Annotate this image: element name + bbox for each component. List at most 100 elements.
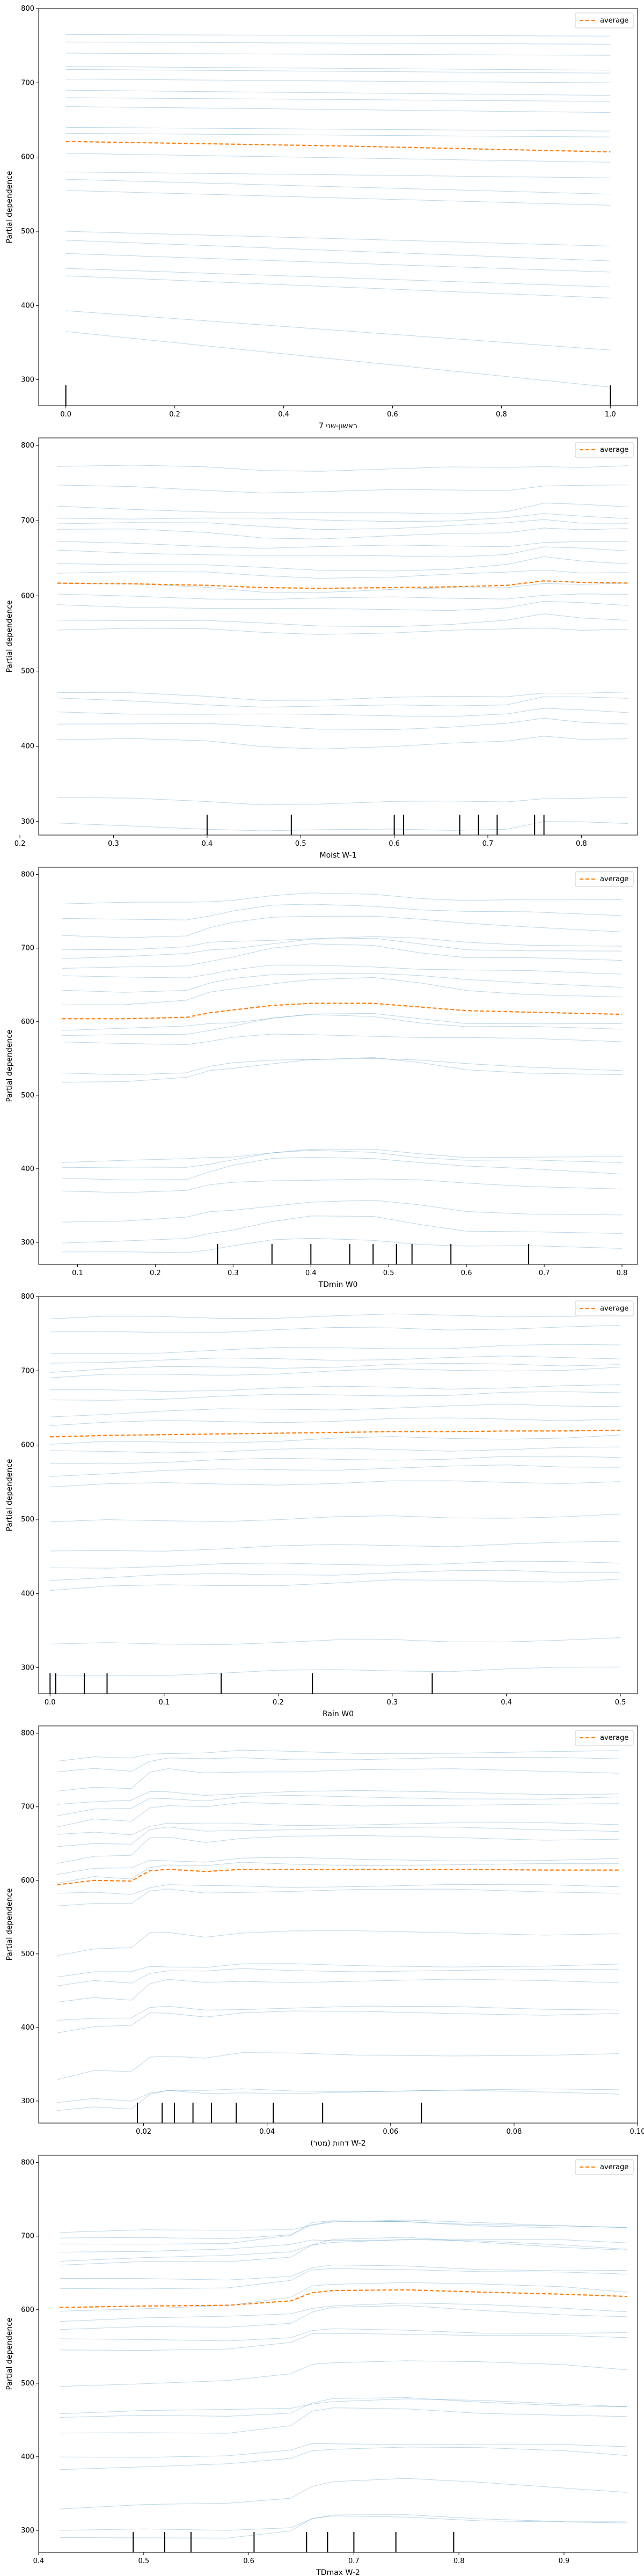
ice-line-5: [57, 519, 628, 530]
ice-line-22: [57, 821, 628, 831]
ice-line-21: [62, 1238, 623, 1253]
ice-line-9: [57, 1835, 619, 1864]
ice-line-19: [60, 2447, 627, 2470]
ice-line-6: [60, 2237, 627, 2266]
plot-area: [60, 2220, 627, 2552]
ice-line-3: [57, 503, 628, 515]
ice-line-10: [62, 1013, 623, 1031]
ice-line-4: [57, 513, 628, 522]
x-tick-label: 0.5: [383, 1269, 394, 1277]
y-tick-label: 300: [21, 376, 34, 384]
x-tick-label: 0.04: [259, 2128, 275, 2136]
axes-frame: [38, 867, 638, 1265]
ice-line-19: [57, 2010, 619, 2033]
y-tick-label: 400: [21, 743, 34, 751]
ice-line-12: [65, 153, 611, 163]
x-tick-label: 0.6: [243, 2557, 254, 2565]
pdp-panel-1: 0.0 0.2 0.4 0.6 0.8 1.0 300 400 500 600 700 800 ראשו…: [5, 5, 638, 430]
y-tick-label: 500: [21, 1950, 34, 1958]
x-tick-label: 0.4: [202, 840, 213, 848]
ice-line-22: [65, 331, 611, 387]
ice-line-16: [50, 1513, 621, 1523]
average-line: [65, 141, 611, 153]
legend: average: [575, 442, 634, 458]
ice-line-3: [57, 1768, 619, 1792]
y-tick-label: 500: [21, 228, 34, 236]
x-tick-label: 0.2: [273, 1699, 284, 1707]
ice-line-5: [50, 1363, 621, 1373]
ice-line-21: [57, 2088, 619, 2103]
ice-line-19: [62, 1199, 623, 1223]
legend: average: [575, 1300, 634, 1316]
y-axis-label: Partial dependence: [5, 1459, 14, 1531]
ice-line-1: [65, 34, 611, 36]
ice-line-2: [65, 41, 611, 45]
legend-box: [575, 12, 634, 28]
ice-line-1: [50, 1313, 621, 1319]
ice-line-7: [57, 541, 628, 549]
ice-line-20: [62, 1216, 623, 1243]
y-tick-label: 400: [21, 2453, 34, 2461]
legend-label: average: [600, 2163, 628, 2171]
axes-frame: [38, 2155, 638, 2553]
ice-line-11: [50, 1435, 621, 1445]
y-tick-label: 700: [21, 2233, 34, 2241]
ice-line-18: [57, 708, 628, 717]
ice-line-14: [62, 1057, 623, 1083]
ice-line-10: [65, 127, 611, 131]
y-tick-label: 600: [21, 153, 34, 162]
x-tick-label: 0.7: [482, 840, 494, 848]
x-tick-label: 0.9: [559, 2557, 570, 2565]
ice-line-19: [65, 268, 611, 288]
ice-line-15: [57, 1963, 619, 1978]
y-tick-label: 600: [21, 592, 34, 600]
ice-line-6: [62, 943, 623, 969]
axes-frame: [38, 437, 638, 836]
y-tick-label: 800: [21, 871, 34, 879]
legend-box: [575, 442, 634, 458]
ice-line-3: [60, 2220, 627, 2245]
ice-line-4: [65, 66, 611, 71]
ice-line-11: [62, 1014, 623, 1036]
x-axis-label: ראשון-שני 7: [319, 422, 357, 430]
x-tick-label: 0.6: [389, 840, 400, 848]
ice-line-12: [60, 2328, 627, 2341]
ice-line-17: [57, 696, 628, 708]
ice-line-4: [62, 936, 623, 950]
ice-line-18: [62, 1179, 623, 1193]
ice-line-2: [62, 904, 623, 920]
ice-line-22: [50, 1666, 621, 1676]
ice-line-13: [50, 1455, 621, 1465]
y-tick-label: 400: [21, 1165, 34, 1173]
ice-line-9: [65, 106, 611, 113]
pdp-panel-5: 0.02 0.04 0.06 0.08 0.10 300 400 500 600 700 800 דח…: [5, 1725, 644, 2148]
ice-line-22: [57, 2090, 619, 2111]
legend-box: [575, 871, 634, 887]
ice-line-3: [65, 53, 611, 56]
pdp-panel-6: 0.4 0.5 0.6 0.7 0.8 0.9 300 400 500 600 700 800 TDma…: [5, 2155, 638, 2576]
ice-line-11: [57, 583, 628, 593]
x-tick-label: 0.5: [295, 840, 306, 848]
ice-line-4: [50, 1356, 621, 1364]
y-axis-label: Partial dependence: [5, 600, 14, 672]
ice-line-20: [65, 275, 611, 298]
ice-line-15: [62, 1148, 623, 1163]
legend: average: [575, 2159, 634, 2175]
x-tick-label: 0.1: [72, 1269, 83, 1277]
legend: average: [575, 1730, 634, 1746]
y-axis-label: Partial dependence: [5, 1029, 14, 1102]
ice-line-18: [60, 2443, 627, 2458]
ice-line-17: [65, 240, 611, 261]
ice-line-5: [65, 69, 611, 74]
average-line: [50, 1429, 621, 1438]
y-tick-label: 500: [21, 667, 34, 675]
ice-line-19: [50, 1570, 621, 1581]
plot-area: [49, 1313, 621, 1694]
ice-line-15: [57, 627, 628, 635]
y-tick-label: 700: [21, 517, 34, 525]
x-tick-label: 0.08: [506, 2128, 522, 2136]
ice-line-16: [62, 1150, 623, 1168]
legend-label: average: [600, 875, 628, 883]
y-tick-label: 600: [21, 1441, 34, 1450]
ice-line-7: [60, 2264, 627, 2281]
